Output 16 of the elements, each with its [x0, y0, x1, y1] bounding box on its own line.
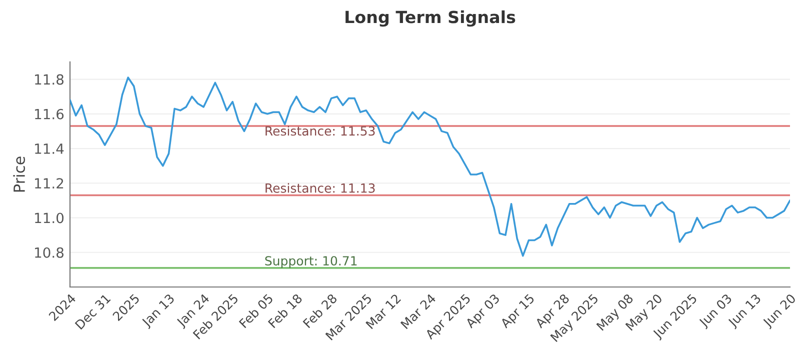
y-tick-label: 11.4 — [35, 144, 64, 154]
ref-line-label: Resistance: 11.13 — [266, 183, 375, 193]
x-tick-label: Dec 31 — [74, 294, 111, 330]
y-tick-label: 10.8 — [35, 247, 64, 258]
x-tick-label: Jun 20 — [762, 293, 798, 330]
y-tick-label: 11.0 — [35, 212, 64, 224]
y-axis-title: Price — [13, 156, 26, 192]
ref-line-label: Resistance: 11.53 — [266, 126, 375, 136]
y-tick-label: 11.2 — [35, 178, 64, 188]
x-tick-label: Jan 13 — [140, 293, 176, 330]
y-tick-label: 11.8 — [35, 74, 64, 85]
y-tick-label: 11.6 — [35, 108, 64, 120]
x-tick-label: Apr 15 — [500, 294, 536, 330]
ref-line-label: Support: 10.71 — [265, 256, 357, 268]
line-series — [70, 76, 790, 257]
chart-title: Long Term Signals — [346, 10, 516, 27]
